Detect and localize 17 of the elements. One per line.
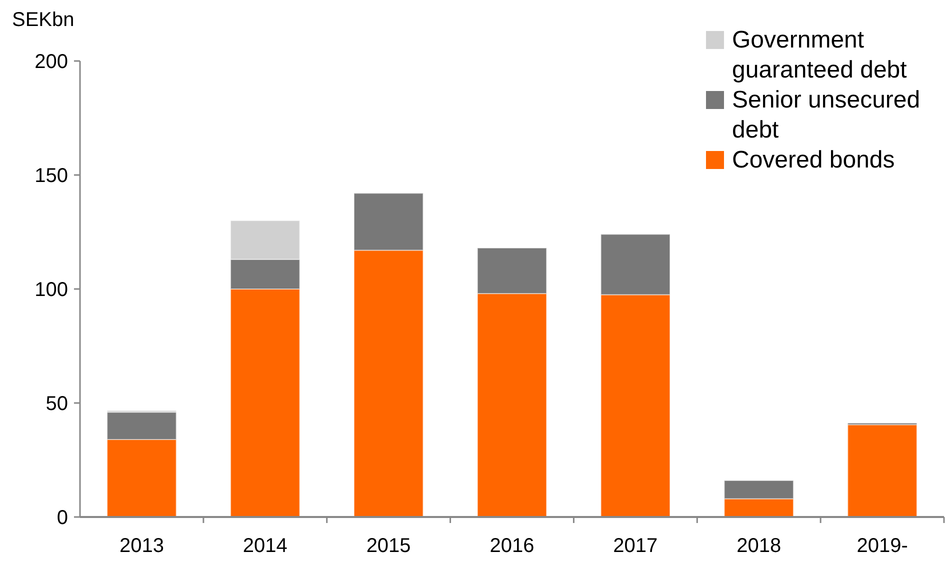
x-tick-label: 2019- <box>856 535 908 557</box>
x-tick-label: 2015 <box>366 535 411 557</box>
y-tick-label: 50 <box>46 393 68 415</box>
legend-label: Covered bonds <box>732 146 895 174</box>
y-tick-label: 200 <box>34 51 68 73</box>
y-tick-label: 100 <box>34 279 68 301</box>
legend-label: Senior unsecured debt <box>732 86 920 144</box>
y-tick-label: 0 <box>56 507 68 529</box>
x-tick-label: 2014 <box>242 535 288 557</box>
x-tick-label: 2016 <box>490 535 534 557</box>
y-axis-title: SEKbn <box>12 9 74 31</box>
x-tick-label: 2017 <box>613 535 658 557</box>
x-tick-label: 2013 <box>119 535 164 557</box>
bar <box>847 424 918 518</box>
x-tick-label: 2018 <box>736 535 782 557</box>
legend-label: Government guaranteed debt <box>732 26 908 84</box>
y-tick-label: 150 <box>34 165 68 187</box>
